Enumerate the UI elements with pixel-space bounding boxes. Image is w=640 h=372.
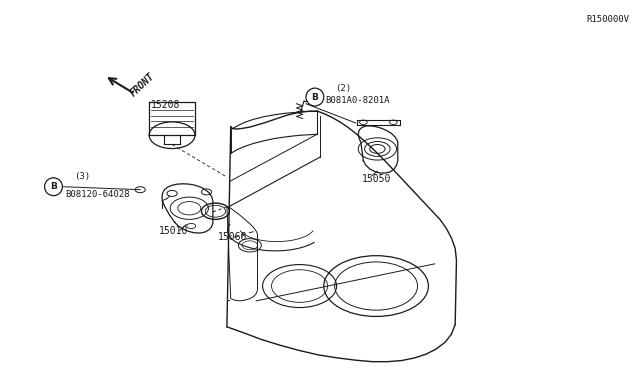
Text: FRONT: FRONT	[129, 71, 157, 99]
Text: B: B	[50, 182, 57, 191]
Text: (3): (3)	[74, 172, 90, 181]
Text: B: B	[312, 93, 318, 102]
Text: R150000V: R150000V	[586, 16, 629, 25]
Text: 15208: 15208	[150, 100, 180, 110]
Text: 15050: 15050	[362, 174, 392, 184]
Text: B081A0-8201A: B081A0-8201A	[325, 96, 390, 105]
Circle shape	[306, 88, 324, 106]
Text: B08120-64028: B08120-64028	[65, 190, 129, 199]
Text: (2): (2)	[335, 84, 351, 93]
Text: 15066: 15066	[218, 232, 247, 242]
Circle shape	[45, 178, 63, 196]
Text: 15010: 15010	[159, 226, 189, 236]
